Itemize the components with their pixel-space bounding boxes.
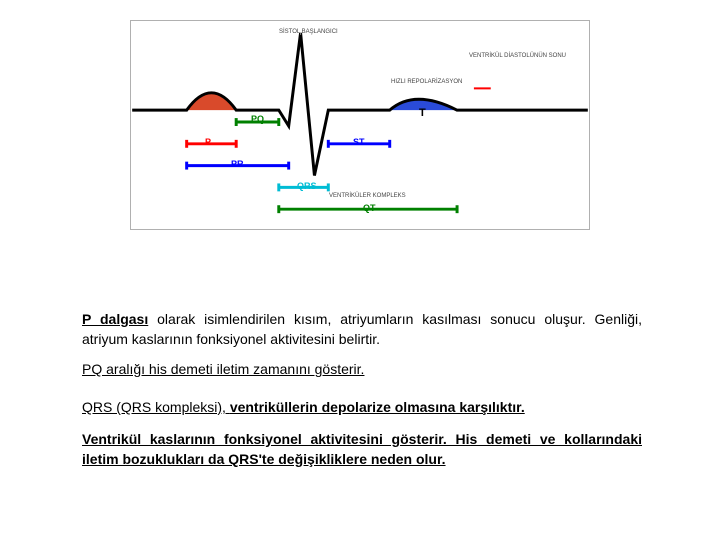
para-4-body: Ventrikül kaslarının fonksiyonel aktivit… <box>82 431 642 467</box>
interval-label-qrs: QRS <box>297 181 317 191</box>
ecg-diagram: PQ P PR QRS ST QT T SİSTOL BAŞLANGICI HIZLI REPO… <box>130 20 590 230</box>
para-1-lead: P dalgası <box>82 311 148 327</box>
interval-label-st: ST <box>353 137 365 147</box>
t-wave-label: T <box>419 107 426 119</box>
interval-label-p: P <box>205 137 211 147</box>
interval-label-pq: PQ <box>251 114 264 124</box>
interval-bars-group <box>187 118 457 213</box>
para-3-lead: QRS (QRS kompleksi), <box>82 399 230 415</box>
para-2: PQ aralığı his demeti iletim zamanını gö… <box>82 360 642 380</box>
annotation-1: HIZLI REPOLARİZASYON <box>391 79 462 85</box>
annotation-3: VENTRİKÜL DİASTOLÜNÜN SONU <box>469 53 566 59</box>
annotation-0: SİSTOL BAŞLANGICI <box>279 29 338 35</box>
interval-label-pr: PR <box>231 159 244 169</box>
para-1: P dalgası olarak isimlendirilen kısım, a… <box>82 310 642 349</box>
para-2-body: PQ aralığı his demeti iletim zamanını gö… <box>82 361 364 377</box>
para-4: Ventrikül kaslarının fonksiyonel aktivit… <box>82 430 642 469</box>
annotation-2: VENTRİKÜLER KOMPLEKS <box>329 193 406 199</box>
interval-label-qt: QT <box>363 203 376 213</box>
para-3: QRS (QRS kompleksi), ventriküllerin depo… <box>82 398 642 418</box>
para-1-body: olarak isimlendirilen kısım, atriyumları… <box>82 311 642 347</box>
para-3-body: ventriküllerin depolarize olmasına karşı… <box>230 399 525 415</box>
